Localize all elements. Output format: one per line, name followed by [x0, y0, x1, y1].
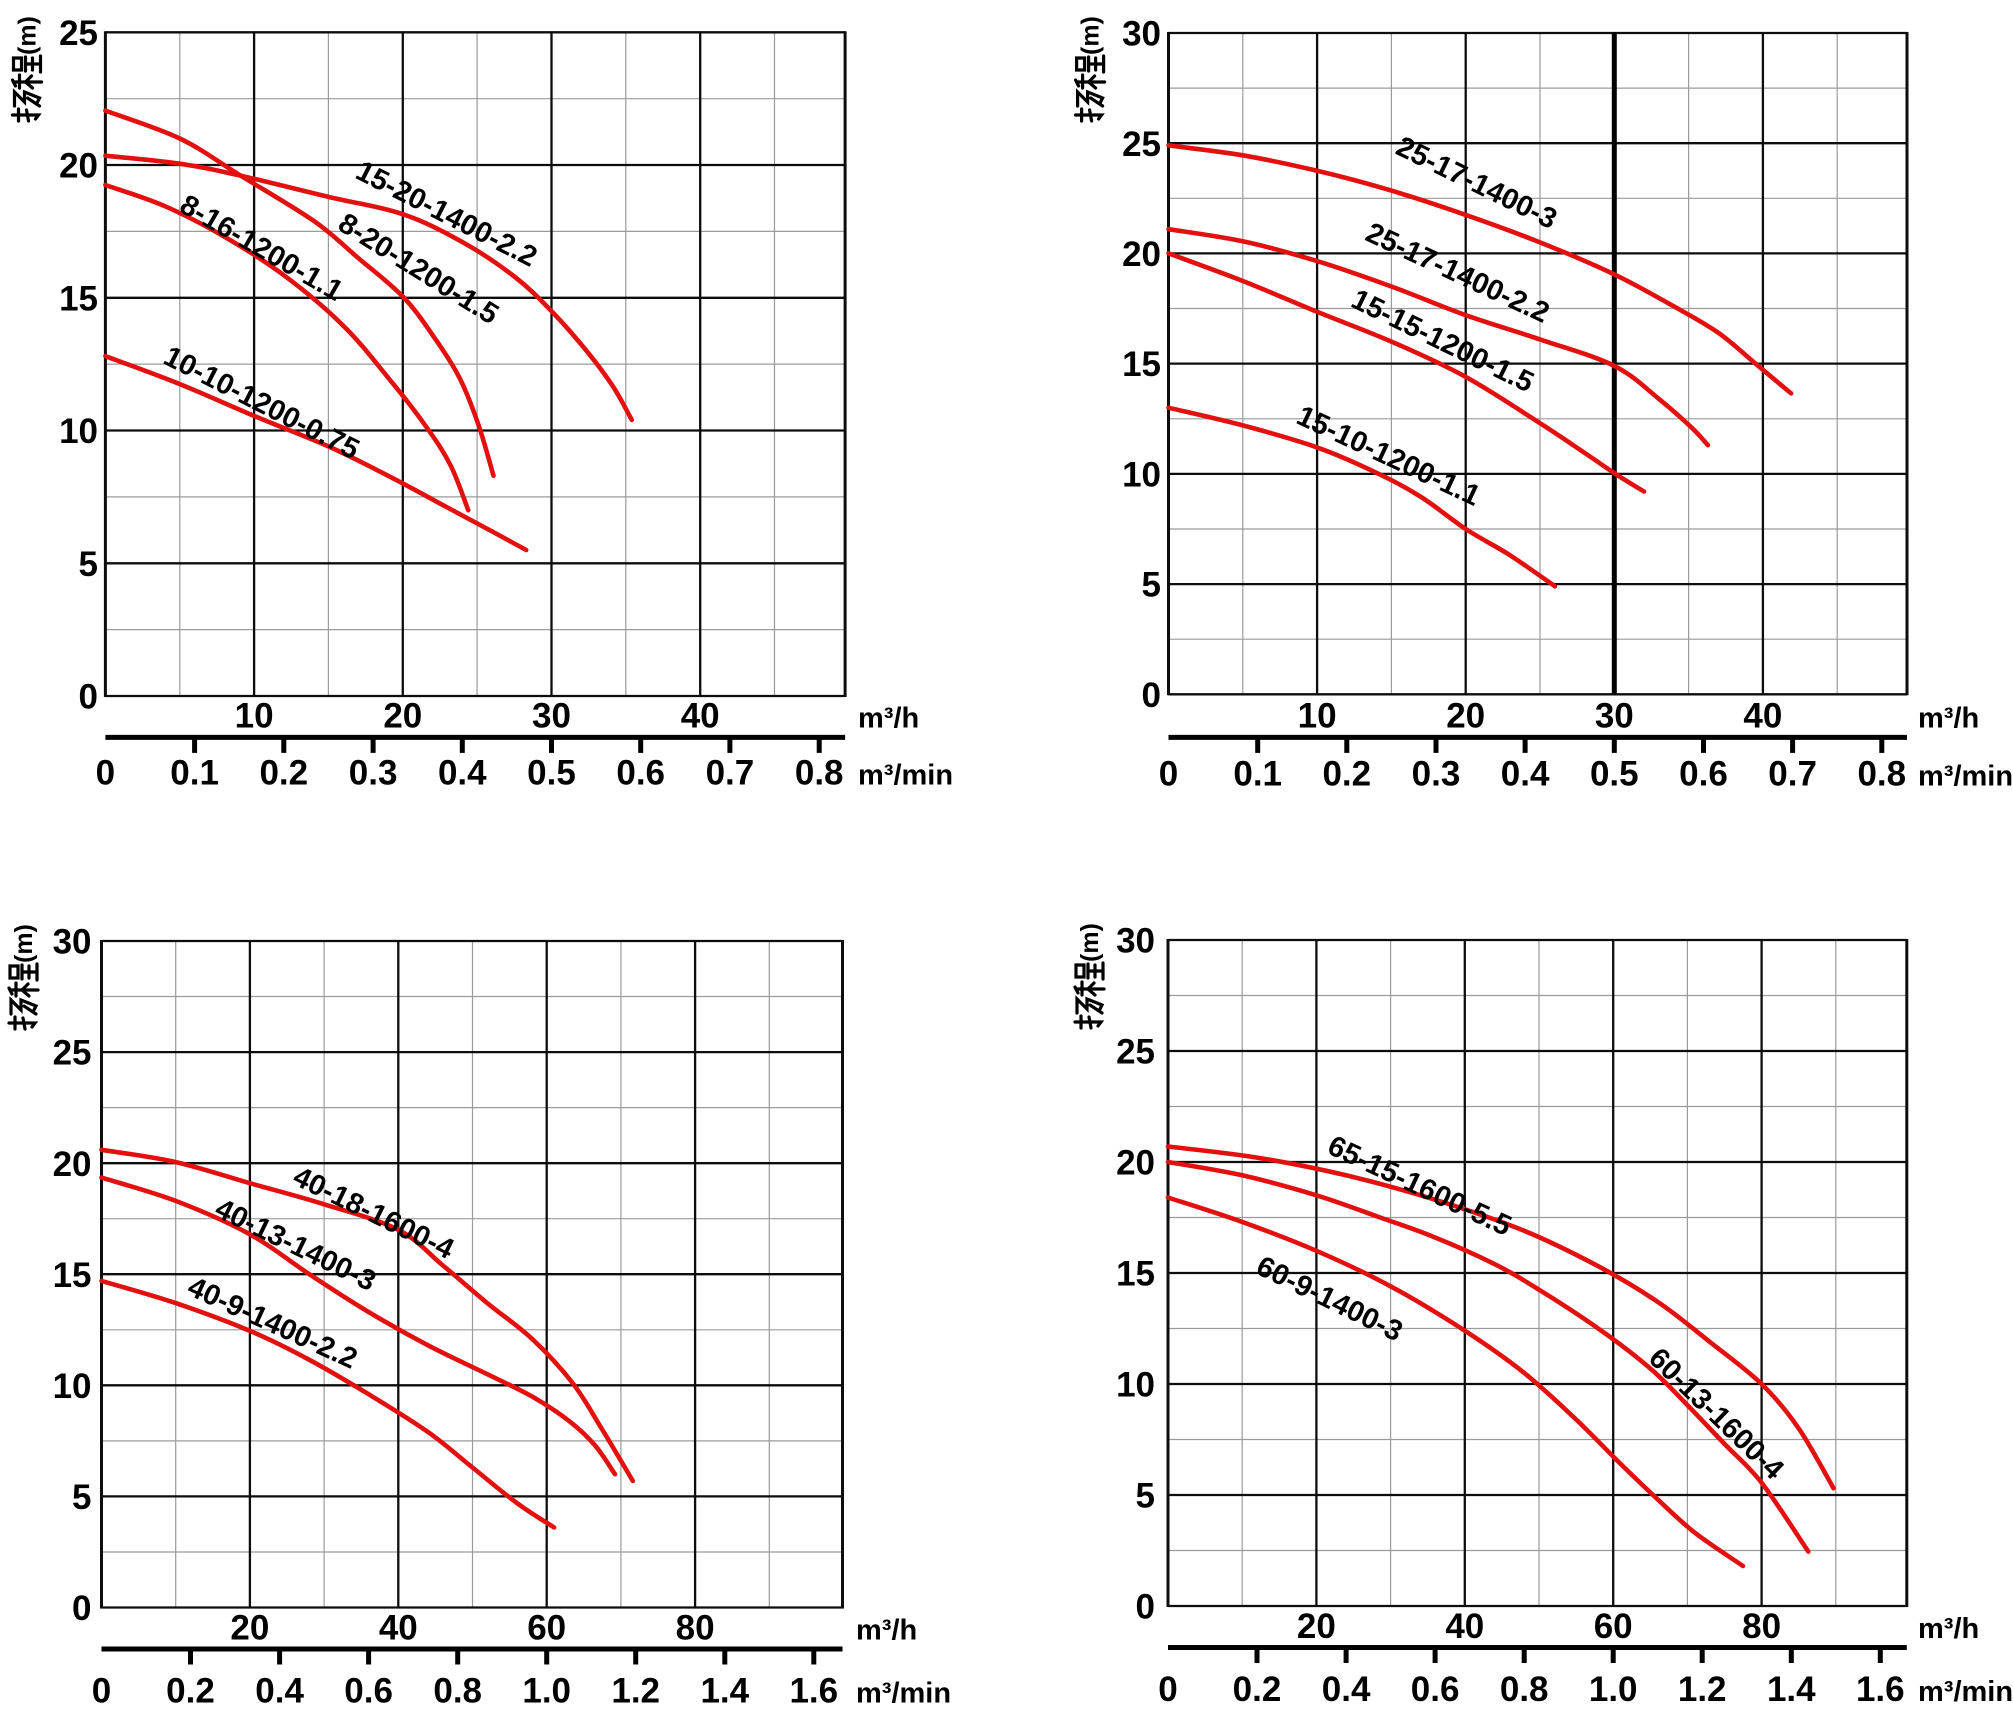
svg-text:60: 60 [527, 1609, 566, 1648]
svg-text:m³/h: m³/h [1918, 703, 1979, 735]
svg-text:25: 25 [59, 14, 98, 53]
svg-text:0.4: 0.4 [438, 754, 487, 793]
svg-text:0: 0 [96, 754, 115, 793]
svg-text:1.4: 1.4 [1767, 1670, 1816, 1707]
svg-text:0.2: 0.2 [1322, 755, 1371, 794]
svg-text:10: 10 [59, 412, 98, 451]
svg-text:30: 30 [53, 923, 92, 962]
svg-text:0.2: 0.2 [166, 1672, 215, 1707]
svg-text:m³/min: m³/min [1918, 761, 2013, 793]
svg-text:5: 5 [79, 545, 98, 584]
svg-text:1.4: 1.4 [700, 1672, 749, 1707]
svg-text:0.5: 0.5 [527, 754, 576, 793]
svg-text:1.0: 1.0 [1589, 1670, 1638, 1707]
svg-text:10: 10 [1298, 697, 1337, 736]
svg-text:m³/min: m³/min [856, 1678, 951, 1707]
svg-text:0: 0 [92, 1672, 111, 1707]
svg-text:0: 0 [72, 1589, 91, 1628]
svg-text:15: 15 [59, 279, 98, 318]
svg-text:40: 40 [1743, 697, 1782, 736]
svg-text:20: 20 [53, 1145, 92, 1184]
svg-text:10: 10 [53, 1367, 92, 1406]
svg-text:m³/min: m³/min [858, 760, 953, 792]
svg-text:80: 80 [1742, 1607, 1781, 1646]
svg-text:25: 25 [1116, 1033, 1155, 1072]
svg-text:20: 20 [1446, 697, 1485, 736]
svg-text:5: 5 [72, 1478, 91, 1517]
svg-text:30: 30 [1595, 697, 1634, 736]
svg-text:0.6: 0.6 [1411, 1670, 1460, 1707]
svg-text:30: 30 [1122, 15, 1161, 54]
svg-text:5: 5 [1136, 1477, 1155, 1516]
svg-text:(m): (m) [14, 16, 42, 55]
svg-text:0.1: 0.1 [170, 754, 219, 793]
svg-text:0.6: 0.6 [344, 1672, 393, 1707]
svg-text:30: 30 [1116, 922, 1155, 961]
svg-text:0.3: 0.3 [349, 754, 398, 793]
svg-text:m³/h: m³/h [1918, 1613, 1979, 1645]
svg-text:0: 0 [79, 678, 98, 717]
svg-text:m³/h: m³/h [858, 703, 919, 735]
svg-text:10: 10 [1122, 456, 1161, 495]
svg-text:0: 0 [1158, 1670, 1177, 1707]
svg-text:10: 10 [235, 697, 274, 736]
svg-text:15: 15 [1122, 345, 1161, 384]
svg-text:0.1: 0.1 [1233, 755, 1282, 794]
svg-text:m³/h: m³/h [856, 1615, 917, 1647]
svg-text:1.6: 1.6 [789, 1672, 838, 1707]
svg-text:0.8: 0.8 [1857, 755, 1906, 794]
svg-text:0.7: 0.7 [706, 754, 755, 793]
svg-text:0.5: 0.5 [1590, 755, 1639, 794]
svg-text:25: 25 [53, 1034, 92, 1073]
svg-text:0.4: 0.4 [255, 1672, 304, 1707]
svg-text:0: 0 [1159, 755, 1178, 794]
svg-text:0.8: 0.8 [795, 754, 844, 793]
svg-text:40: 40 [681, 697, 720, 736]
svg-text:(m): (m) [10, 924, 38, 963]
svg-text:0.7: 0.7 [1768, 755, 1817, 794]
svg-text:0.2: 0.2 [1233, 1670, 1282, 1707]
svg-text:0: 0 [1136, 1588, 1155, 1627]
svg-text:15: 15 [1116, 1255, 1155, 1294]
svg-text:m³/min: m³/min [1918, 1676, 2013, 1707]
svg-text:40: 40 [379, 1609, 418, 1648]
svg-text:(m): (m) [1076, 923, 1104, 962]
svg-text:0.4: 0.4 [1322, 1670, 1371, 1707]
svg-text:15: 15 [53, 1256, 92, 1295]
svg-text:1.6: 1.6 [1856, 1670, 1905, 1707]
svg-text:1.0: 1.0 [522, 1672, 571, 1707]
svg-text:0.4: 0.4 [1501, 755, 1550, 794]
svg-text:0.8: 0.8 [1500, 1670, 1549, 1707]
svg-text:20: 20 [230, 1609, 269, 1648]
svg-text:40: 40 [1445, 1607, 1484, 1646]
svg-text:0.3: 0.3 [1412, 755, 1461, 794]
svg-text:0.2: 0.2 [259, 754, 308, 793]
svg-text:80: 80 [676, 1609, 715, 1648]
svg-text:20: 20 [59, 147, 98, 186]
svg-text:25: 25 [1122, 125, 1161, 164]
svg-text:20: 20 [383, 697, 422, 736]
svg-text:5: 5 [1142, 566, 1161, 605]
svg-text:30: 30 [532, 697, 571, 736]
svg-text:1.2: 1.2 [1678, 1670, 1727, 1707]
svg-text:0.6: 0.6 [616, 754, 665, 793]
svg-text:60: 60 [1594, 1607, 1633, 1646]
svg-text:1.2: 1.2 [611, 1672, 660, 1707]
svg-text:20: 20 [1116, 1144, 1155, 1183]
svg-text:20: 20 [1297, 1607, 1336, 1646]
svg-text:(m): (m) [1077, 16, 1105, 55]
svg-text:10: 10 [1116, 1366, 1155, 1405]
svg-text:0.8: 0.8 [433, 1672, 482, 1707]
svg-text:20: 20 [1122, 235, 1161, 274]
svg-text:0.6: 0.6 [1679, 755, 1728, 794]
svg-text:0: 0 [1142, 676, 1161, 715]
